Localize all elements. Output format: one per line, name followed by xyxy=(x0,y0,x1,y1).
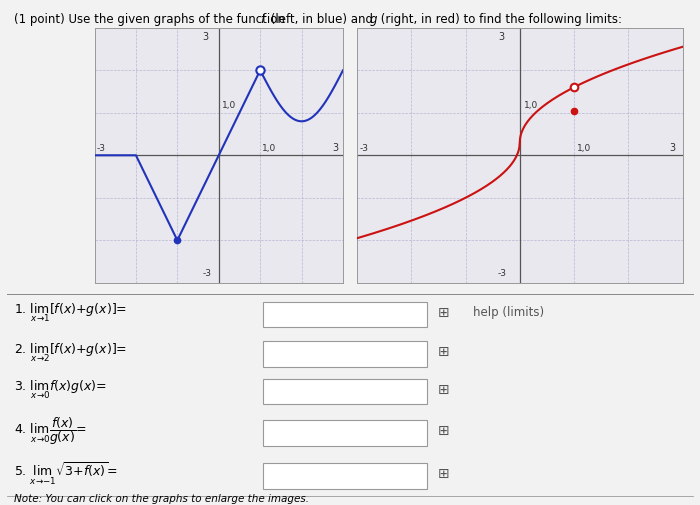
Text: (left, in blue) and: (left, in blue) and xyxy=(267,13,377,26)
Text: ⊞: ⊞ xyxy=(438,345,449,360)
Text: f: f xyxy=(260,13,265,26)
Text: (1 point) Use the given graphs of the function: (1 point) Use the given graphs of the fu… xyxy=(14,13,288,26)
FancyBboxPatch shape xyxy=(262,421,427,446)
Text: ⊞: ⊞ xyxy=(438,306,449,320)
Text: -3: -3 xyxy=(97,144,106,153)
Text: 3: 3 xyxy=(669,143,675,153)
Text: 1,0: 1,0 xyxy=(577,144,591,153)
Text: 1,0: 1,0 xyxy=(222,100,237,110)
Text: -3: -3 xyxy=(360,144,369,153)
Text: 1. $\lim_{x \to 1}[f(x) + g(x)] =$: 1. $\lim_{x \to 1}[f(x) + g(x)] =$ xyxy=(14,301,127,324)
Text: g: g xyxy=(370,13,377,26)
Text: 1,0: 1,0 xyxy=(262,144,276,153)
FancyBboxPatch shape xyxy=(262,379,427,404)
Text: 2. $\lim_{x \to 2}[f(x) + g(x)] =$: 2. $\lim_{x \to 2}[f(x) + g(x)] =$ xyxy=(14,341,127,364)
Text: help (limits): help (limits) xyxy=(473,307,544,319)
FancyBboxPatch shape xyxy=(262,341,427,367)
Text: -3: -3 xyxy=(498,270,507,278)
Text: 1,0: 1,0 xyxy=(524,100,538,110)
Text: 5. $\lim_{x \to -1} \sqrt{3 + f(x)} =$: 5. $\lim_{x \to -1} \sqrt{3 + f(x)} =$ xyxy=(14,461,118,487)
Text: -3: -3 xyxy=(202,270,211,278)
Text: ⊞: ⊞ xyxy=(438,467,449,481)
Text: (right, in red) to find the following limits:: (right, in red) to find the following li… xyxy=(377,13,622,26)
Text: ⊞: ⊞ xyxy=(438,383,449,396)
Text: 3. $\lim_{x \to 0} f(x)g(x) =$: 3. $\lim_{x \to 0} f(x)g(x) =$ xyxy=(14,378,107,401)
Text: 3: 3 xyxy=(332,143,339,153)
Text: 3: 3 xyxy=(498,32,504,42)
Text: Note: You can click on the graphs to enlarge the images.: Note: You can click on the graphs to enl… xyxy=(14,494,309,504)
Text: 4. $\lim_{x \to 0} \dfrac{f(x)}{g(x)} =$: 4. $\lim_{x \to 0} \dfrac{f(x)}{g(x)} =$ xyxy=(14,416,87,447)
Text: ⊞: ⊞ xyxy=(438,424,449,438)
FancyBboxPatch shape xyxy=(262,302,427,327)
Text: 3: 3 xyxy=(202,32,209,42)
FancyBboxPatch shape xyxy=(262,463,427,488)
